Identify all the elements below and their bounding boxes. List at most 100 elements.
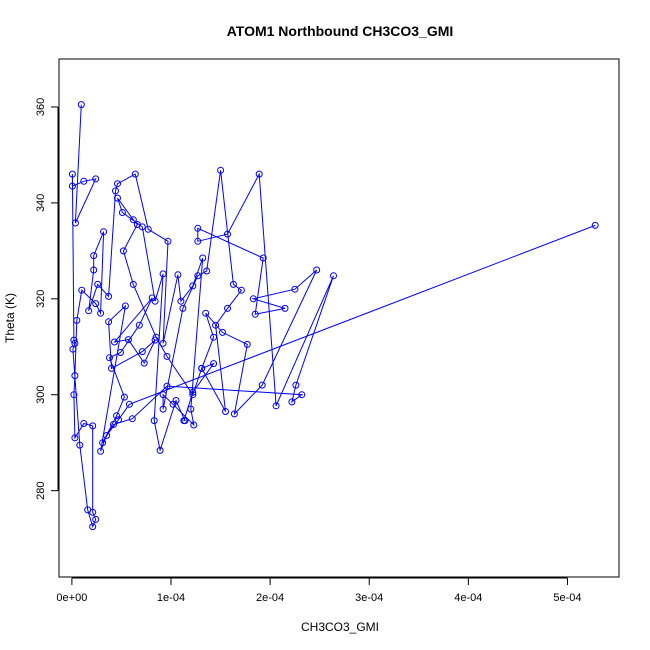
data-point — [150, 417, 158, 425]
data-point — [189, 388, 197, 396]
data-point — [288, 398, 296, 406]
data-point — [68, 170, 76, 178]
data-point — [159, 339, 167, 347]
data-point — [89, 508, 97, 516]
series-layer — [68, 101, 599, 531]
data-point — [111, 338, 118, 346]
data-point — [210, 333, 218, 341]
data-point — [159, 391, 167, 399]
data-point — [140, 359, 148, 367]
data-point — [133, 221, 141, 228]
data-point — [105, 292, 113, 300]
data-point — [90, 252, 98, 260]
y-tick-label: 360 — [35, 98, 47, 116]
y-axis-label: Theta (K) — [3, 293, 17, 343]
data-point — [156, 446, 164, 454]
data-point — [249, 295, 257, 303]
data-point — [129, 216, 137, 224]
data-point — [113, 412, 120, 420]
data-point — [172, 397, 180, 404]
x-axis-label: CH3CO3_GMI — [301, 620, 379, 634]
data-point — [159, 405, 167, 413]
data-point — [258, 381, 266, 389]
data-point — [144, 225, 152, 233]
x-axis: 0e+00 1e-04 2e-04 3e-04 4e-04 5e-04 — [56, 577, 582, 604]
data-point — [92, 300, 100, 308]
data-point — [159, 270, 167, 278]
data-point — [281, 304, 289, 312]
data-point — [152, 333, 160, 341]
data-point — [255, 170, 263, 178]
data-point — [69, 345, 77, 353]
data-point — [129, 280, 137, 288]
data-point — [71, 372, 79, 380]
data-point — [194, 224, 202, 232]
data-point — [108, 364, 115, 372]
data-point — [164, 237, 172, 245]
data-point — [115, 416, 122, 424]
data-point — [181, 417, 189, 425]
data-point — [259, 254, 267, 262]
data-point — [68, 182, 76, 190]
data-point — [119, 247, 127, 255]
data-point — [78, 286, 86, 294]
data-point — [174, 271, 182, 279]
data-point — [114, 180, 121, 188]
x-tick-label: 0e+00 — [56, 592, 87, 604]
data-point — [272, 402, 280, 410]
data-point — [89, 422, 97, 430]
data-point — [210, 360, 218, 368]
data-point — [177, 297, 185, 305]
x-tick-label: 3e-04 — [355, 592, 383, 604]
data-point — [99, 439, 107, 447]
data-point — [217, 166, 225, 174]
data-point — [190, 421, 198, 429]
data-point — [70, 336, 78, 344]
y-tick-label: 340 — [35, 194, 47, 212]
data-point — [92, 515, 100, 523]
data-point — [112, 187, 119, 195]
data-point — [151, 336, 159, 344]
data-point — [103, 432, 111, 439]
data-point — [128, 415, 136, 423]
data-point — [179, 304, 187, 312]
data-point — [163, 382, 171, 390]
data-point — [148, 294, 156, 302]
data-point — [230, 410, 238, 418]
data-point — [212, 321, 220, 329]
chart-title: ATOM1 Northbound CH3CO3_GMI — [227, 23, 454, 39]
data-point — [189, 282, 197, 290]
data-point — [330, 272, 337, 280]
x-tick-label: 2e-04 — [256, 592, 284, 604]
data-point — [194, 237, 202, 245]
data-point — [591, 221, 599, 229]
data-point — [97, 309, 105, 317]
plot-frame — [58, 58, 620, 578]
data-point — [97, 447, 105, 455]
data-point — [110, 421, 117, 428]
data-point — [76, 441, 84, 449]
data-point — [199, 254, 207, 262]
data-point — [187, 405, 195, 413]
data-point — [229, 280, 237, 288]
data-point — [202, 309, 210, 317]
data-point — [105, 318, 113, 326]
data-point — [77, 101, 85, 109]
data-point — [125, 400, 133, 408]
data-point — [80, 420, 88, 427]
data-point — [222, 408, 229, 415]
data-point — [100, 228, 108, 236]
data-point — [224, 304, 231, 312]
data-point — [121, 302, 129, 310]
data-point — [114, 194, 121, 202]
data-point — [106, 354, 113, 362]
data-point — [94, 280, 102, 288]
data-point — [313, 266, 321, 274]
y-tick-label: 320 — [35, 290, 47, 308]
x-tick-label: 1e-04 — [157, 592, 185, 604]
data-point — [71, 219, 79, 227]
y-tick-label: 300 — [35, 386, 47, 404]
data-point — [124, 336, 132, 344]
